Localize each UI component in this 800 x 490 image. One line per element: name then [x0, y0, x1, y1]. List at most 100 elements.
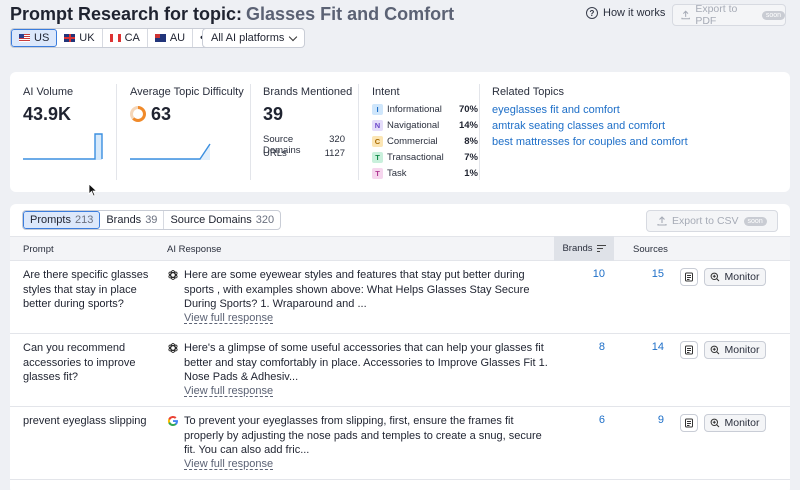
uk-flag-icon — [64, 34, 76, 42]
sort-icon — [596, 245, 606, 252]
ai-response-text: Here are some eyewear styles and feature… — [184, 269, 530, 310]
intent-badge: T — [372, 152, 383, 163]
intent-name: Commercial — [387, 136, 438, 147]
header-brands[interactable]: Brands — [554, 236, 614, 261]
urls-row: URLs 1127 — [263, 148, 345, 159]
monitor-label: Monitor — [724, 417, 760, 429]
source-domains-label: Source Domains — [263, 134, 301, 156]
mouse-cursor-icon — [88, 183, 98, 197]
sources-count-link[interactable]: 14 — [651, 341, 664, 353]
magnify-plus-icon — [711, 345, 720, 355]
intent-percent: 8% — [464, 136, 478, 147]
document-icon — [685, 345, 693, 355]
source-domains-row: Source Domains 320 — [263, 134, 345, 156]
document-icon — [685, 272, 693, 282]
tab-label: Source Domains — [170, 214, 252, 226]
brands-value: 39 — [263, 104, 284, 124]
country-ca[interactable]: CA — [103, 29, 148, 47]
header-brands-label: Brands — [562, 243, 593, 254]
tab-count: 213 — [74, 214, 94, 226]
brands-count-link[interactable]: 8 — [598, 341, 605, 353]
details-button[interactable] — [680, 341, 698, 359]
intent-name: Task — [387, 168, 407, 179]
metrics-card: AI Volume 43.9K Average Topic Difficulty… — [10, 72, 790, 192]
urls-value: 1127 — [324, 148, 345, 159]
sources-count-link[interactable]: 15 — [651, 268, 664, 280]
details-button[interactable] — [680, 268, 698, 286]
magnify-plus-icon — [711, 418, 720, 428]
view-full-response-link[interactable]: View full response — [184, 458, 274, 470]
country-au[interactable]: AU — [148, 29, 194, 47]
monitor-button[interactable]: Monitor — [704, 341, 766, 359]
intent-name: Informational — [387, 104, 442, 115]
view-full-response-link[interactable]: View full response — [184, 385, 274, 397]
intent-percent: 14% — [458, 120, 478, 131]
intent-badge: N — [372, 120, 383, 131]
openai-icon — [168, 269, 178, 281]
au-flag-icon — [154, 34, 166, 42]
tab-source-domains[interactable]: Source Domains 320 — [164, 211, 280, 229]
tab-brands[interactable]: Brands 39 — [100, 211, 165, 229]
divider — [479, 84, 480, 180]
header-prompt: Prompt — [23, 244, 54, 255]
how-it-works-label: How it works — [603, 7, 666, 19]
country-code: US — [34, 32, 50, 44]
magnify-plus-icon — [711, 272, 720, 282]
page-title: Prompt Research for topic: Glasses Fit an… — [10, 4, 454, 25]
prompts-table-card: Prompts 213 Brands 39 Source Domains 320 Ex… — [10, 204, 790, 490]
country-code: UK — [79, 32, 95, 44]
country-us[interactable]: US — [11, 29, 58, 47]
intent-badge: I — [372, 104, 383, 115]
source-domains-value: 320 — [329, 134, 345, 145]
monitor-button[interactable]: Monitor — [704, 414, 766, 432]
question-icon: ? — [586, 7, 598, 19]
country-uk[interactable]: UK — [57, 29, 103, 47]
platform-dropdown[interactable]: All AI platforms — [202, 28, 306, 48]
view-full-response-link[interactable]: View full response — [184, 312, 274, 324]
how-it-works-link[interactable]: ? How it works — [586, 7, 665, 19]
soon-badge: soon — [761, 10, 785, 20]
intent-percent: 1% — [464, 168, 478, 179]
tab-label: Brands — [106, 214, 142, 226]
related-topic-link[interactable]: eyeglasses fit and comfort — [492, 104, 620, 116]
intent-percent: 7% — [464, 152, 478, 163]
details-button[interactable] — [680, 414, 698, 432]
export-pdf-button[interactable]: Export to PDF soon — [672, 3, 786, 27]
intent-badge: T — [372, 168, 383, 179]
related-topics-label: Related Topics — [492, 86, 564, 98]
export-csv-label: Export to CSV — [672, 215, 739, 227]
country-code: CA — [124, 32, 140, 44]
intent-row: T Task 1% — [372, 168, 478, 179]
related-topic-link[interactable]: amtrak seating classes and comfort — [492, 120, 666, 132]
intent-label: Intent — [372, 86, 400, 98]
brands-count-link[interactable]: 6 — [598, 414, 605, 426]
prompt-text: Are there specific glasses styles that s… — [23, 269, 149, 310]
table-row: Can you recommend accessories to improve… — [10, 334, 790, 407]
ai-response-text: To prevent your eyeglasses from slipping… — [184, 415, 542, 456]
google-icon — [167, 416, 178, 426]
tab-label: Prompts — [30, 214, 71, 226]
header-ai-response: AI Response — [167, 244, 222, 255]
intent-name: Navigational — [387, 120, 440, 131]
brands-count-link[interactable]: 10 — [592, 268, 605, 280]
tab-count: 320 — [255, 214, 275, 226]
page-title-prefix: Prompt Research for topic: — [10, 4, 243, 24]
monitor-button[interactable]: Monitor — [704, 268, 766, 286]
related-topic-link[interactable]: best mattresses for couples and comfort — [492, 136, 688, 148]
sources-count-link[interactable]: 9 — [657, 414, 664, 426]
difficulty-donut-icon — [130, 106, 146, 122]
ca-flag-icon — [109, 34, 121, 42]
us-flag-icon — [19, 34, 30, 42]
intent-name: Transactional — [387, 152, 444, 163]
tab-prompts[interactable]: Prompts 213 — [23, 211, 101, 229]
divider — [358, 84, 359, 180]
table-row: prevent eyeglass slipping To prevent your… — [10, 407, 790, 480]
export-csv-button[interactable]: Export to CSV soon — [646, 210, 778, 232]
divider — [250, 84, 251, 180]
prompt-text: Can you recommend accessories to improve… — [23, 342, 136, 383]
divider — [116, 84, 117, 180]
export-pdf-label: Export to PDF — [695, 3, 738, 27]
intent-row: C Commercial 8% — [372, 136, 478, 147]
platform-label: All AI platforms — [211, 32, 285, 44]
country-code: AU — [169, 32, 186, 44]
